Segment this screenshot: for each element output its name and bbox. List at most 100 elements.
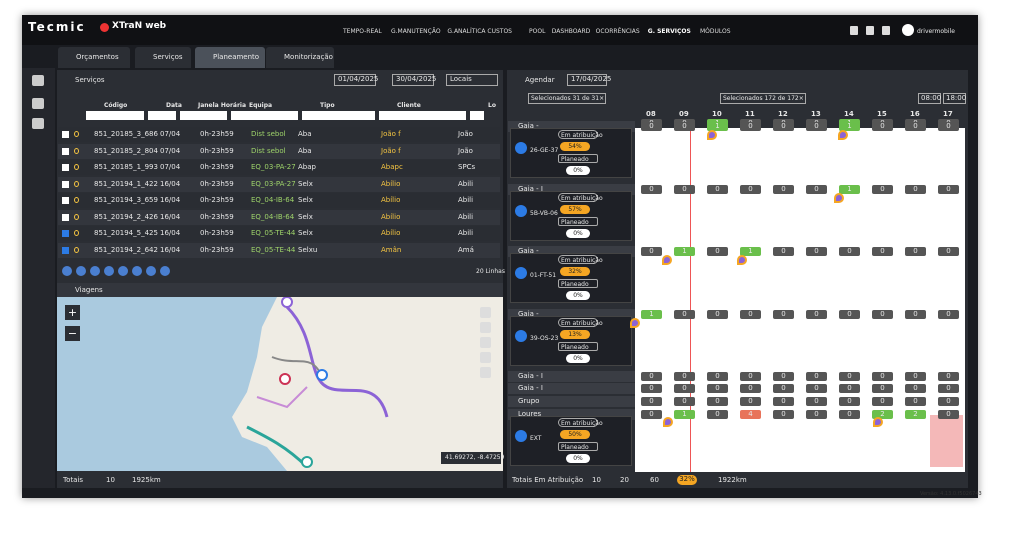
table-row[interactable] [58,127,500,142]
group-row [508,309,635,320]
user-name[interactable]: drivermobile [917,28,955,35]
table-row[interactable] [58,209,500,225]
checkbox[interactable] [62,147,69,155]
sidebar-icon[interactable] [32,75,44,86]
tab-label[interactable]: Orçamentos [76,53,119,61]
checkbox[interactable] [62,197,69,204]
date-input[interactable]: 17/04/2025 [567,74,611,86]
cell: 0h-23h59 [200,179,234,188]
row-search[interactable] [74,246,79,253]
filter-input[interactable] [470,111,484,120]
toolbar-button[interactable] [76,266,86,276]
count-pill: 0 [905,397,926,406]
service-pin[interactable] [663,417,673,427]
count-pill: 0 [806,372,827,381]
table-row[interactable] [58,226,500,241]
tab[interactable] [135,47,191,68]
toolbar-button[interactable] [118,266,128,276]
header-icon[interactable] [866,26,874,35]
table-row[interactable] [58,242,500,258]
tab[interactable] [58,47,130,68]
service-pin[interactable] [834,193,844,203]
checkbox[interactable] [62,131,69,138]
toolbar-button[interactable] [90,266,100,276]
service-pin[interactable] [707,130,717,140]
row-search[interactable] [74,213,79,220]
zoom-in[interactable]: + [65,305,80,320]
filter-input[interactable] [231,111,298,120]
toolbar-button[interactable] [132,266,142,276]
nav-item[interactable]: G.ANALÍTICA CUSTOS [447,28,512,35]
map-tool[interactable] [480,352,491,363]
table-row[interactable] [58,143,500,159]
time-input[interactable]: 08:00 [918,93,941,104]
date-input[interactable]: 30/04/2025 [392,74,436,86]
row-search[interactable] [74,230,79,236]
filter-input[interactable] [86,111,144,120]
checkbox[interactable] [62,246,69,254]
checkbox[interactable] [62,213,69,221]
count-pill: 0 [740,185,761,194]
map-tool[interactable] [480,367,491,378]
filter-input[interactable] [379,111,466,120]
select[interactable]: Selecionados 172 de 172× [720,93,806,104]
map-tool[interactable] [480,322,491,333]
toolbar-button[interactable] [104,266,114,276]
tab[interactable] [195,47,265,68]
nav-item[interactable]: G. SERVIÇOS [647,28,691,35]
service-pin[interactable] [630,318,640,328]
row-search[interactable] [74,197,79,203]
select[interactable]: Locais [446,74,498,86]
tab-label[interactable]: Serviços [153,53,183,61]
toolbar-button[interactable] [62,266,72,276]
zoom-out[interactable]: − [65,326,80,341]
header-icon[interactable] [882,26,890,35]
tab-label[interactable]: Monitorização [284,53,333,61]
sidebar [22,68,55,488]
table-row[interactable] [58,176,500,192]
toolbar-button[interactable] [160,266,170,276]
count-pill: 0 [674,122,695,131]
nav-item[interactable]: TEMPO-REAL [343,28,382,35]
sidebar-icon[interactable] [32,98,44,109]
filter-input[interactable] [148,111,176,120]
cell: Abílio [381,196,401,204]
map-tool[interactable] [480,337,491,348]
percent: 0% [566,229,590,238]
nav-item[interactable]: DASHBOARD [551,28,591,35]
row-search[interactable] [74,147,79,154]
checkbox[interactable] [62,230,69,237]
map-tool[interactable] [480,307,491,318]
time-input[interactable]: 18:00 [943,93,966,104]
count-pill: 2 [872,410,893,419]
service-pin[interactable] [737,255,747,265]
tab-label[interactable]: Planeamento [213,53,260,61]
tab[interactable] [266,47,334,68]
date-input[interactable]: 01/04/2025 [334,74,378,86]
checkbox[interactable] [62,180,69,188]
nav-item[interactable]: OCORRÊNCIAS [595,28,640,35]
filter-input[interactable] [302,111,375,120]
nav-item[interactable]: POOL [529,28,546,35]
nav-item[interactable]: G.MANUTENÇÃO [391,28,441,35]
select[interactable]: Selecionados 31 de 31× [528,93,606,104]
row-search[interactable] [74,180,79,187]
service-pin[interactable] [873,417,883,427]
row-search[interactable] [74,164,79,170]
row-search[interactable] [74,131,79,137]
cell: Abapc [381,163,403,171]
nav-item[interactable]: MÓDULOS [700,28,731,35]
service-pin[interactable] [838,130,848,140]
header-icon[interactable] [850,26,858,35]
count-pill: 0 [938,185,959,194]
table-row[interactable] [58,193,500,208]
count-pill: 0 [872,122,893,131]
checkbox[interactable] [62,164,69,171]
table-row[interactable] [58,160,500,175]
service-pin[interactable] [662,255,672,265]
count-pill: 0 [806,410,827,419]
toolbar-button[interactable] [146,266,156,276]
filter-input[interactable] [180,111,227,120]
sidebar-icon[interactable] [32,118,44,129]
group-label: Gaia - I [518,185,543,193]
